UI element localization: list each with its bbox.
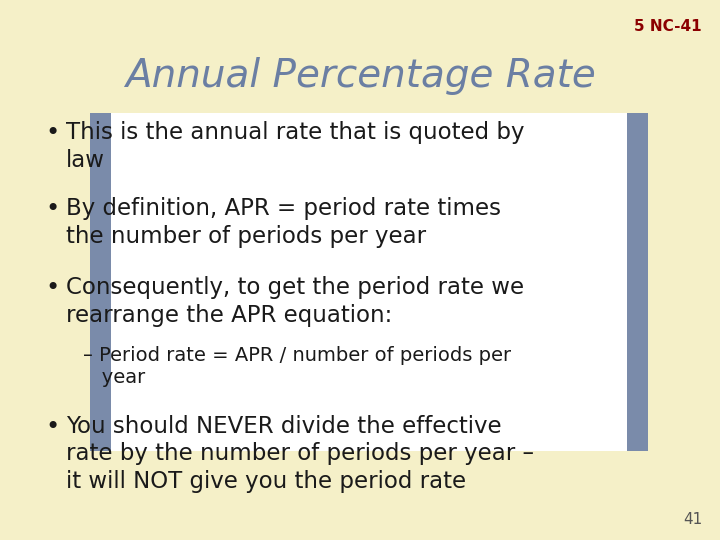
- Text: Consequently, to get the period rate we
rearrange the APR equation:: Consequently, to get the period rate we …: [66, 276, 524, 327]
- Text: – Period rate = APR / number of periods per
   year: – Period rate = APR / number of periods …: [83, 346, 511, 387]
- Text: By definition, APR = period rate times
the number of periods per year: By definition, APR = period rate times t…: [66, 197, 501, 248]
- Text: 41: 41: [683, 511, 702, 526]
- Bar: [90, 65, 111, 481]
- Text: You should NEVER divide the effective
rate by the number of periods per year –
i: You should NEVER divide the effective ra…: [66, 415, 534, 492]
- Text: This is the annual rate that is quoted by
law: This is the annual rate that is quoted b…: [66, 122, 525, 172]
- Text: •: •: [45, 197, 60, 221]
- Bar: [90, 65, 648, 113]
- Bar: [627, 65, 648, 481]
- Bar: [111, 113, 627, 451]
- Text: Annual Percentage Rate: Annual Percentage Rate: [125, 57, 595, 94]
- Bar: [90, 451, 648, 481]
- Text: •: •: [45, 415, 60, 438]
- Text: •: •: [45, 276, 60, 300]
- Text: 5 NC-41: 5 NC-41: [634, 19, 702, 34]
- Text: •: •: [45, 122, 60, 145]
